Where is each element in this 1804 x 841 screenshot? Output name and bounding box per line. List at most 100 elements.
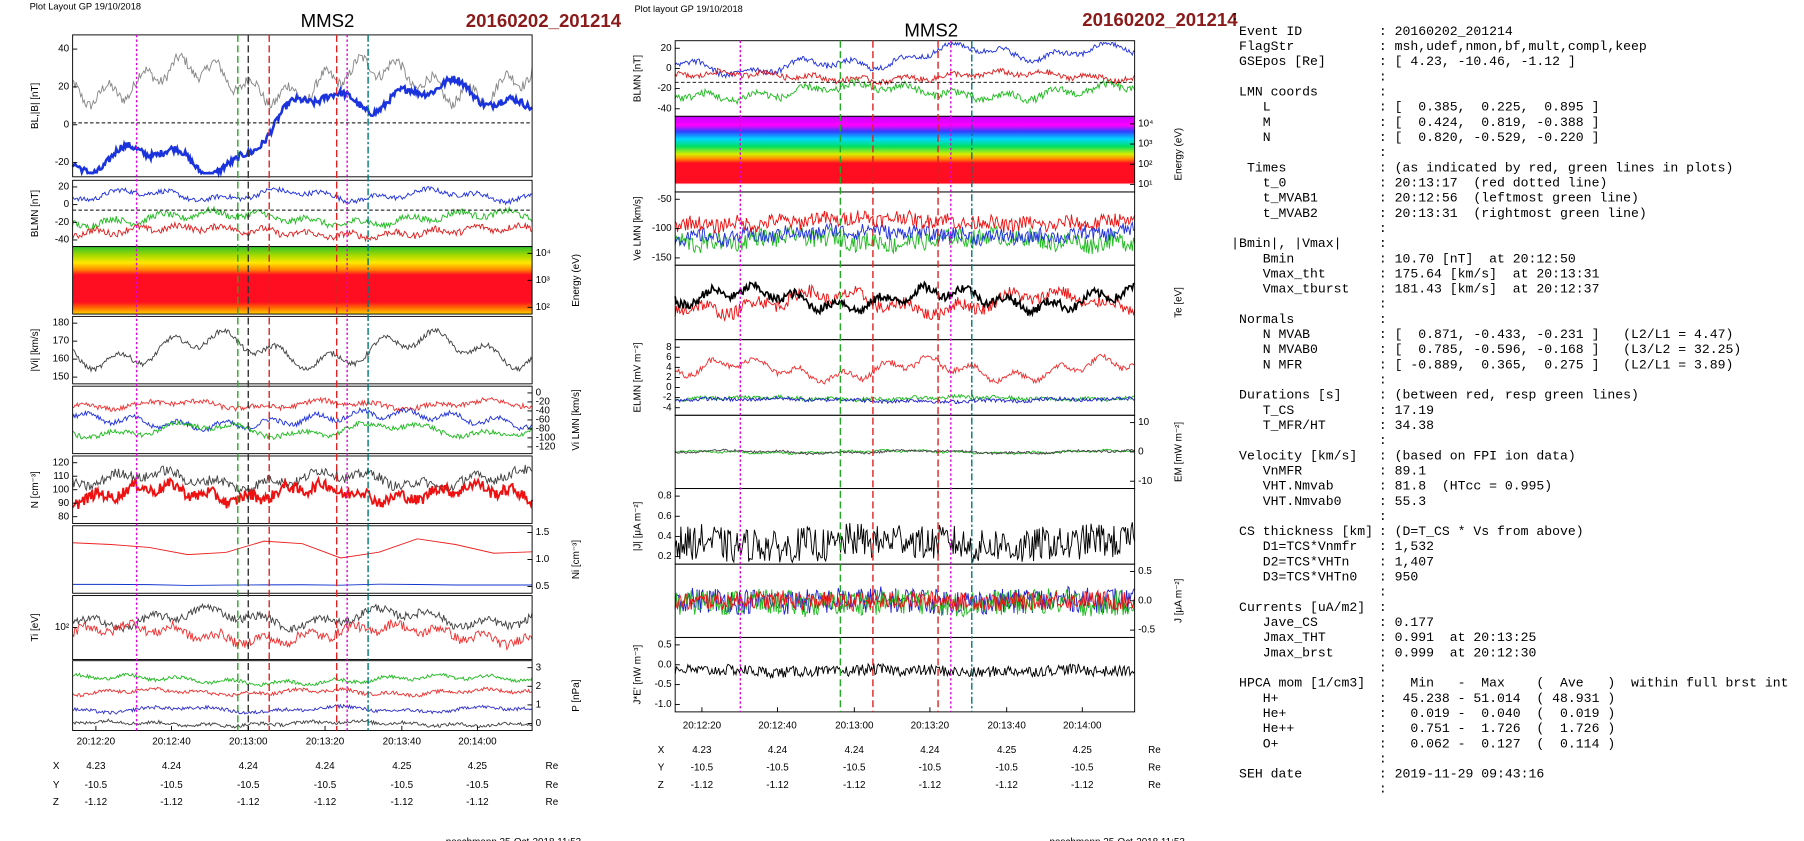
- y-tick-label: 10²: [536, 302, 551, 313]
- plot-title: MMS2: [301, 10, 355, 31]
- y-tick-label: 3: [536, 662, 542, 673]
- coord-value: 4.24: [315, 761, 335, 772]
- x-tick-label: 20:12:40: [758, 720, 797, 731]
- trace: [72, 686, 533, 699]
- trace: [674, 209, 1136, 235]
- footer: paschmann 25-Oct-2018 11:53: [1049, 837, 1185, 841]
- y-tick-label: 2: [666, 372, 671, 383]
- x-tick-label: 20:14:00: [1063, 720, 1102, 731]
- info-text: :: [1379, 221, 1387, 236]
- coord-value: 4.23: [692, 745, 712, 756]
- trace: [674, 67, 1136, 87]
- info-text: : 175.64 [km/s] at 20:13:31: [1379, 266, 1600, 281]
- info-text: : 1,407: [1379, 554, 1434, 569]
- info-text: : Min - Max ( Ave ) within full brst int: [1379, 676, 1789, 691]
- info-label: SEH date: [1231, 767, 1302, 782]
- coord-value: 4.23: [86, 761, 106, 772]
- info-text: :: [1379, 585, 1387, 600]
- panel-frame: [72, 595, 533, 661]
- y-tick-label: -2: [663, 392, 672, 403]
- trace: [72, 718, 533, 729]
- info-label: |Bmin|, |Vmax|: [1231, 236, 1341, 251]
- coord-value: -10.5: [766, 762, 789, 773]
- x-tick-label: 20:12:40: [152, 737, 191, 748]
- coord-axis: Z: [53, 797, 59, 808]
- info-text: :: [1379, 312, 1387, 327]
- panel-frame: [72, 385, 533, 455]
- y-tick-label: -40: [536, 406, 551, 417]
- info-text: : 181.43 [km/s] at 20:12:37: [1379, 282, 1600, 297]
- y-tick-label: 0.5: [536, 581, 550, 592]
- coord-value: -10.5: [466, 780, 489, 791]
- y-tick-label: 10³: [1138, 139, 1153, 150]
- y-tick-label: 0.0: [658, 659, 672, 670]
- y-tick-label: -0.5: [1138, 625, 1156, 636]
- y-tick-label: 0: [536, 388, 542, 399]
- info-text: : 0.019 - 0.040 ( 0.019 ): [1379, 706, 1615, 721]
- info-label: L: [1231, 100, 1271, 115]
- info-label: GSEpos [Re]: [1231, 54, 1326, 69]
- coord-value: -1.12: [766, 780, 789, 791]
- y-tick-label: 0.2: [658, 551, 672, 562]
- info-text: : (based on FPI ion data): [1379, 448, 1576, 463]
- info-text: : 2019-11-29 09:43:16: [1379, 767, 1545, 782]
- y-tick-label: 1.5: [536, 527, 550, 538]
- info-label: Jmax_THT: [1231, 630, 1326, 645]
- spectrogram: [675, 116, 1135, 192]
- y-tick-label: 120: [53, 457, 70, 468]
- info-text: :: [1379, 69, 1387, 84]
- y-tick-label: 40: [58, 44, 69, 55]
- info-label: He+: [1231, 706, 1286, 721]
- coord-value: 4.25: [392, 761, 412, 772]
- y-tick-label: 0: [64, 119, 70, 130]
- info-label: VHT.Nmvab: [1231, 479, 1333, 494]
- y-tick-label: 0: [1138, 447, 1144, 458]
- plot-title: MMS2: [904, 19, 958, 40]
- panel-frame: [72, 315, 533, 385]
- y-tick-label: 0: [666, 382, 672, 393]
- coord-unit: Re: [546, 780, 559, 791]
- coord-value: 4.25: [1073, 745, 1093, 756]
- coord-value: -1.12: [919, 780, 942, 791]
- x-tick-label: 20:13:00: [229, 737, 268, 748]
- info-text: :: [1379, 85, 1387, 100]
- y-tick-label: -40: [657, 103, 672, 114]
- y-tick-label: 150: [53, 372, 70, 383]
- x-tick-label: 20:13:40: [383, 737, 422, 748]
- x-tick-label: 20:13:20: [911, 720, 950, 731]
- info-text: : msh,udef,nmon,bf,mult,compl,keep: [1379, 39, 1647, 54]
- y-tick-label: -20: [55, 157, 70, 168]
- y-tick-label: -150: [652, 252, 672, 263]
- info-label: Currents [uA/m2]: [1231, 600, 1365, 615]
- info-text: : [ 0.385, 0.225, 0.895 ]: [1379, 100, 1600, 115]
- info-text: : 950: [1379, 570, 1419, 585]
- coord-value: -10.5: [237, 780, 260, 791]
- y-axis-label: |Vi| [km/s]: [30, 328, 41, 371]
- info-text: : 0.991 at 20:13:25: [1379, 630, 1537, 645]
- info-text: : 34.38: [1379, 418, 1434, 433]
- info-text: : 0.177: [1379, 615, 1434, 630]
- info-label: Durations [s]: [1231, 388, 1341, 403]
- y-tick-label: -120: [536, 442, 556, 453]
- y-axis-label: BL,|B| [nT]: [30, 82, 41, 129]
- y-tick-label: 4: [666, 362, 672, 373]
- y-tick-label: 2: [536, 681, 542, 692]
- plot-header: Plot Layout GP 19/10/2018: [30, 1, 141, 11]
- info-label: T_CS: [1231, 403, 1294, 418]
- coord-axis: Y: [53, 780, 60, 791]
- x-tick-label: 20:13:20: [306, 737, 345, 748]
- info-label: Times: [1231, 160, 1286, 175]
- y-tick-label: 10⁴: [536, 248, 551, 259]
- coord-value: -1.12: [160, 797, 183, 808]
- footer: paschmann 25-Oct-2018 11:53: [446, 837, 582, 841]
- plot-header: Plot layout GP 19/10/2018: [634, 4, 742, 14]
- coord-value: -1.12: [1071, 780, 1094, 791]
- info-text: : 81.8 (HTcc = 0.995): [1379, 479, 1552, 494]
- info-label: N MFR: [1231, 357, 1302, 372]
- coord-value: 4.25: [468, 761, 488, 772]
- info-label: He++: [1231, 721, 1294, 736]
- coord-unit: Re: [546, 761, 559, 772]
- trace: [674, 41, 1135, 80]
- spectrogram: [72, 246, 533, 315]
- info-label: M: [1231, 115, 1271, 130]
